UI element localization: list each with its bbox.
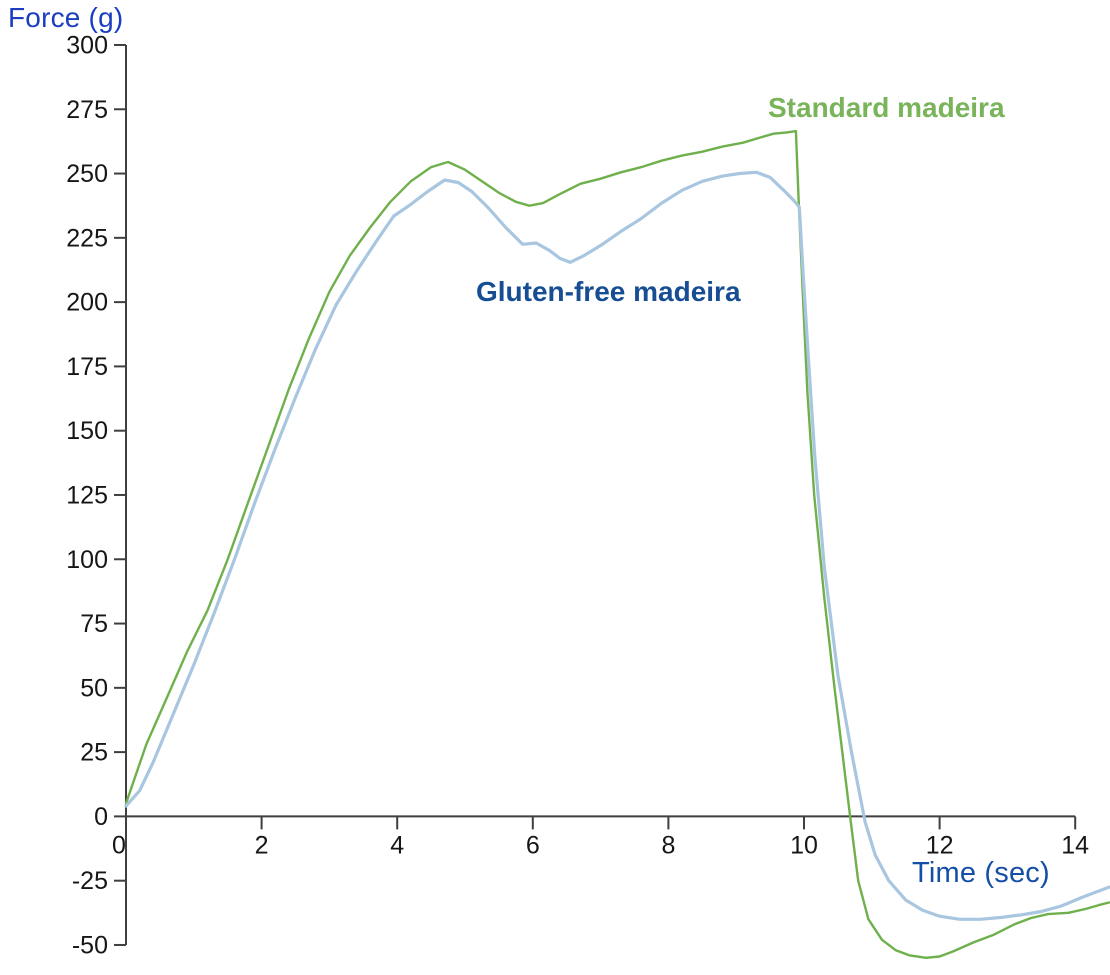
- x-tick-label: 14: [1061, 831, 1089, 859]
- y-tick-label: -25: [72, 867, 108, 895]
- y-tick-label: 25: [80, 739, 108, 767]
- y-axis-title: Force (g): [8, 2, 124, 33]
- y-tick-label: -50: [72, 931, 108, 959]
- x-tick-label: 12: [926, 831, 954, 859]
- gluten-free-madeira-curve: [124, 170, 1110, 921]
- x-tick-label: 6: [526, 831, 540, 859]
- y-tick-label: 200: [66, 289, 108, 317]
- x-tick-label: 8: [661, 831, 675, 859]
- y-tick-label: 0: [94, 803, 108, 831]
- y-tick-label: 100: [66, 546, 108, 574]
- y-tick-label: 50: [80, 674, 108, 702]
- x-tick-label: 0: [112, 831, 126, 859]
- x-tick-label: 4: [390, 831, 404, 859]
- y-tick-label: 300: [66, 31, 108, 59]
- y-tick-label: 250: [66, 160, 108, 188]
- y-tick-label: 175: [66, 353, 108, 381]
- y-tick-label: 75: [80, 610, 108, 638]
- x-tick-label: 2: [255, 831, 269, 859]
- y-tick-label: 125: [66, 481, 108, 509]
- y-tick-label: 225: [66, 224, 108, 252]
- y-tick-label: 275: [66, 96, 108, 124]
- series-label-gluten-free-madeira: Gluten-free madeira: [476, 276, 741, 307]
- standard-madeira-curve: [124, 129, 1110, 959]
- x-axis-title: Time (sec): [912, 857, 1050, 889]
- y-tick-label: 150: [66, 417, 108, 445]
- series-label-standard-madeira: Standard madeira: [768, 92, 1005, 123]
- x-tick-label: 10: [790, 831, 818, 859]
